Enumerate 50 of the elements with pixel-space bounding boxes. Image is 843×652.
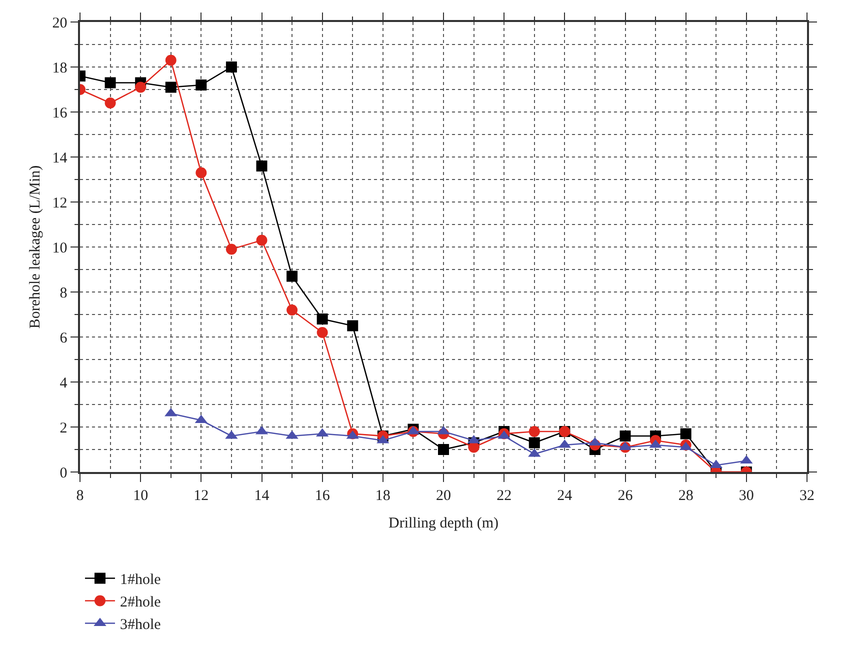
y-tick-label: 18: [52, 60, 68, 76]
x-tick-label: 26: [618, 488, 634, 504]
y-tick-label: 6: [60, 330, 68, 346]
x-tick-label: 24: [557, 488, 573, 504]
x-tick-label: 22: [496, 488, 512, 504]
y-tick-label: 20: [52, 15, 68, 32]
y-tick-label: 4: [60, 375, 68, 392]
point: [620, 430, 631, 442]
y-tick-label: 2: [60, 420, 68, 436]
point: [316, 327, 328, 338]
y-tick-label: 10: [52, 240, 68, 256]
legend-label: 1#hole: [120, 572, 162, 588]
x-tick-label: 8: [76, 488, 84, 504]
point: [438, 444, 449, 455]
x-axis-title: Drilling depth (m): [388, 516, 498, 532]
point: [104, 77, 116, 88]
y-tick-label: 14: [52, 150, 68, 166]
y-tick-label: 8: [60, 285, 68, 302]
point: [165, 54, 176, 66]
x-tick-label: 12: [194, 488, 209, 504]
point: [286, 270, 298, 282]
y-tick-label: 12: [52, 195, 68, 212]
y-tick-label: 16: [52, 105, 68, 122]
y-tick-label: 0: [60, 465, 68, 482]
x-tick-label: 10: [133, 488, 148, 504]
x-tick-label: 30: [738, 488, 754, 504]
point: [226, 244, 237, 255]
y-axis-title: Borehole leakagee (L/Min): [28, 165, 44, 329]
point: [286, 304, 298, 316]
x-tick-label: 32: [800, 488, 814, 504]
x-tick-label: 14: [254, 488, 270, 504]
point: [196, 80, 207, 90]
x-tick-label: 28: [678, 488, 694, 504]
x-tick-label: 20: [436, 488, 451, 504]
point: [528, 437, 540, 448]
point: [135, 82, 146, 93]
legend-label: 3#hole: [120, 617, 162, 634]
point: [165, 82, 176, 93]
x-tick-label: 18: [375, 488, 390, 504]
point: [104, 98, 116, 108]
point: [196, 167, 207, 178]
point: [256, 234, 268, 246]
point: [347, 320, 358, 332]
point: [528, 426, 540, 437]
x-tick-label: 16: [314, 488, 330, 504]
point: [256, 160, 268, 172]
point: [226, 62, 237, 72]
point: [680, 428, 692, 440]
legend-label: 2#hole: [120, 594, 162, 611]
point: [316, 314, 328, 324]
